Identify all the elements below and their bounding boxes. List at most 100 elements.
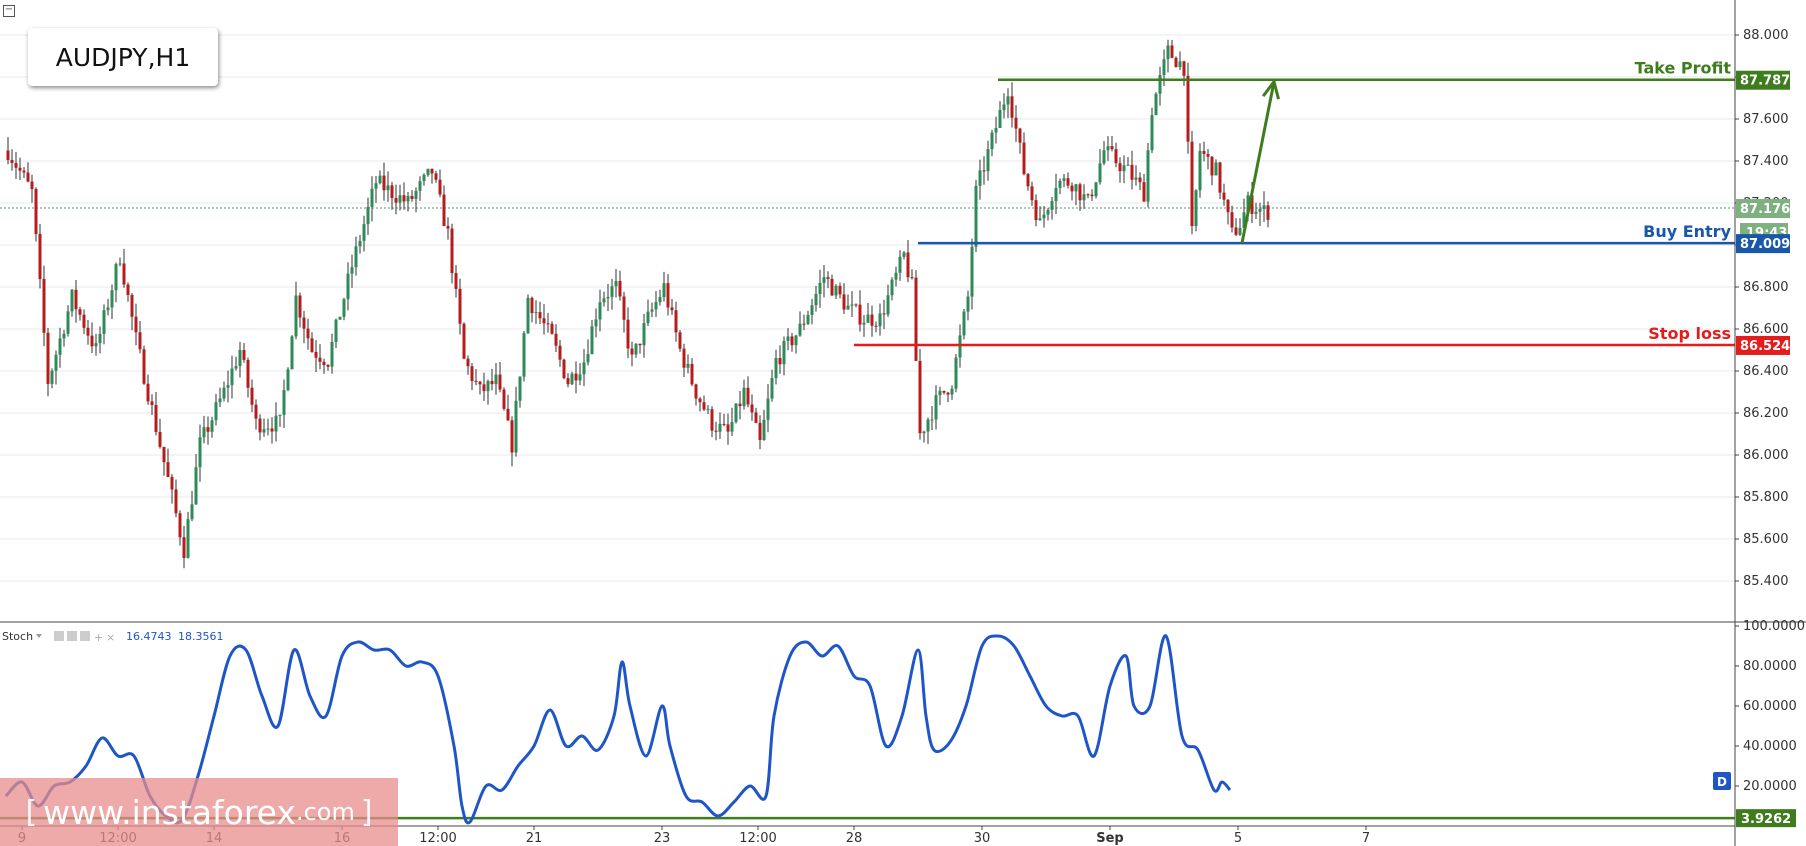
candle bbox=[762, 419, 766, 441]
stoch-tick-label: 60.0000 bbox=[1743, 699, 1797, 714]
candle bbox=[418, 181, 422, 191]
candle bbox=[818, 282, 822, 294]
badge-d[interactable] bbox=[1713, 772, 1731, 790]
close-icon[interactable]: × bbox=[106, 631, 115, 644]
candle bbox=[1042, 214, 1046, 219]
candle bbox=[482, 384, 486, 392]
candle bbox=[226, 385, 230, 388]
candle bbox=[1074, 184, 1078, 192]
candle bbox=[130, 294, 134, 317]
candle bbox=[666, 283, 670, 308]
watermark-bracket-open: [ bbox=[25, 794, 38, 830]
candle bbox=[462, 323, 466, 359]
price-tick-label: 87.600 bbox=[1743, 112, 1789, 127]
candle bbox=[874, 325, 878, 327]
candle bbox=[198, 437, 202, 468]
candle bbox=[1226, 199, 1230, 213]
indicator-name[interactable]: Stoch bbox=[2, 630, 33, 643]
candle bbox=[998, 110, 1002, 128]
candle bbox=[62, 333, 66, 339]
candle bbox=[982, 170, 986, 172]
time-tick-label: 5 bbox=[1234, 831, 1242, 846]
candle bbox=[582, 362, 586, 375]
candle bbox=[454, 273, 458, 289]
candle bbox=[910, 277, 914, 279]
candle bbox=[166, 462, 170, 477]
candle bbox=[570, 373, 574, 385]
candle bbox=[6, 150, 10, 160]
candle bbox=[314, 351, 318, 358]
candle bbox=[1018, 128, 1022, 143]
candle bbox=[126, 284, 130, 295]
candle bbox=[930, 419, 934, 421]
candle bbox=[626, 319, 630, 349]
candle bbox=[866, 314, 870, 323]
candle bbox=[1174, 57, 1178, 68]
price-axis: 88.00087.80087.60087.40087.20087.00086.8… bbox=[1734, 0, 1790, 846]
price-tick-label: 86.800 bbox=[1743, 280, 1789, 295]
candle bbox=[1194, 190, 1198, 227]
candle bbox=[142, 349, 146, 384]
candle bbox=[834, 285, 838, 296]
candle bbox=[734, 403, 738, 422]
candle bbox=[770, 378, 774, 399]
candle bbox=[1022, 142, 1026, 175]
candle bbox=[14, 162, 18, 168]
symbol-text: AUDJPY,H1 bbox=[55, 42, 191, 72]
candle bbox=[846, 305, 850, 310]
candle bbox=[498, 374, 502, 390]
candle bbox=[1202, 151, 1206, 154]
candle bbox=[94, 343, 98, 347]
price-tick-label: 86.000 bbox=[1743, 448, 1789, 463]
candle bbox=[730, 421, 734, 432]
candle bbox=[694, 384, 698, 399]
candle bbox=[538, 312, 542, 319]
candle bbox=[86, 327, 90, 336]
candle bbox=[614, 280, 618, 287]
candle bbox=[1058, 180, 1062, 188]
stoch-k-value: 16.4743 bbox=[126, 630, 172, 643]
candle bbox=[638, 343, 642, 346]
candle bbox=[514, 400, 518, 453]
candle bbox=[546, 323, 550, 325]
candle bbox=[290, 336, 294, 370]
candle bbox=[622, 296, 626, 320]
settings-icon[interactable] bbox=[54, 631, 64, 641]
stop-loss-price-text: 86.524 bbox=[1740, 339, 1790, 354]
candle bbox=[642, 323, 646, 346]
candle bbox=[1234, 227, 1238, 235]
candle bbox=[662, 283, 666, 298]
indicator-dropdown-icon[interactable] bbox=[36, 634, 42, 638]
stoch-tick-label: 40.0000 bbox=[1743, 739, 1797, 754]
candle bbox=[1002, 104, 1006, 111]
format-icon[interactable] bbox=[80, 631, 90, 641]
candle bbox=[206, 427, 210, 432]
add-icon[interactable]: + bbox=[94, 631, 103, 644]
candle bbox=[606, 296, 610, 299]
candle bbox=[1086, 194, 1090, 196]
candle bbox=[106, 307, 110, 311]
candle bbox=[422, 174, 426, 182]
candle bbox=[146, 383, 150, 402]
candle bbox=[490, 380, 494, 385]
stoch-tick-label: 100.0000 bbox=[1743, 619, 1805, 634]
candle bbox=[838, 285, 842, 295]
price-ticks: 88.00087.80087.60087.40087.20087.00086.8… bbox=[1735, 28, 1789, 589]
collapse-icon[interactable]: − bbox=[3, 4, 15, 17]
candle bbox=[50, 370, 54, 384]
candle bbox=[894, 272, 898, 280]
candle bbox=[318, 357, 322, 362]
candle bbox=[634, 343, 638, 355]
candle bbox=[42, 279, 46, 333]
candle bbox=[262, 429, 266, 433]
take-profit-price-text: 87.787 bbox=[1740, 74, 1790, 89]
eye-icon[interactable] bbox=[67, 631, 77, 641]
indicator-controls: + × bbox=[54, 631, 115, 644]
candle bbox=[942, 390, 946, 393]
candle bbox=[182, 537, 186, 558]
candle bbox=[746, 387, 750, 405]
candle bbox=[934, 395, 938, 420]
buy-entry-price-text: 87.009 bbox=[1740, 237, 1790, 252]
candle bbox=[1066, 178, 1070, 186]
candle bbox=[506, 408, 510, 421]
